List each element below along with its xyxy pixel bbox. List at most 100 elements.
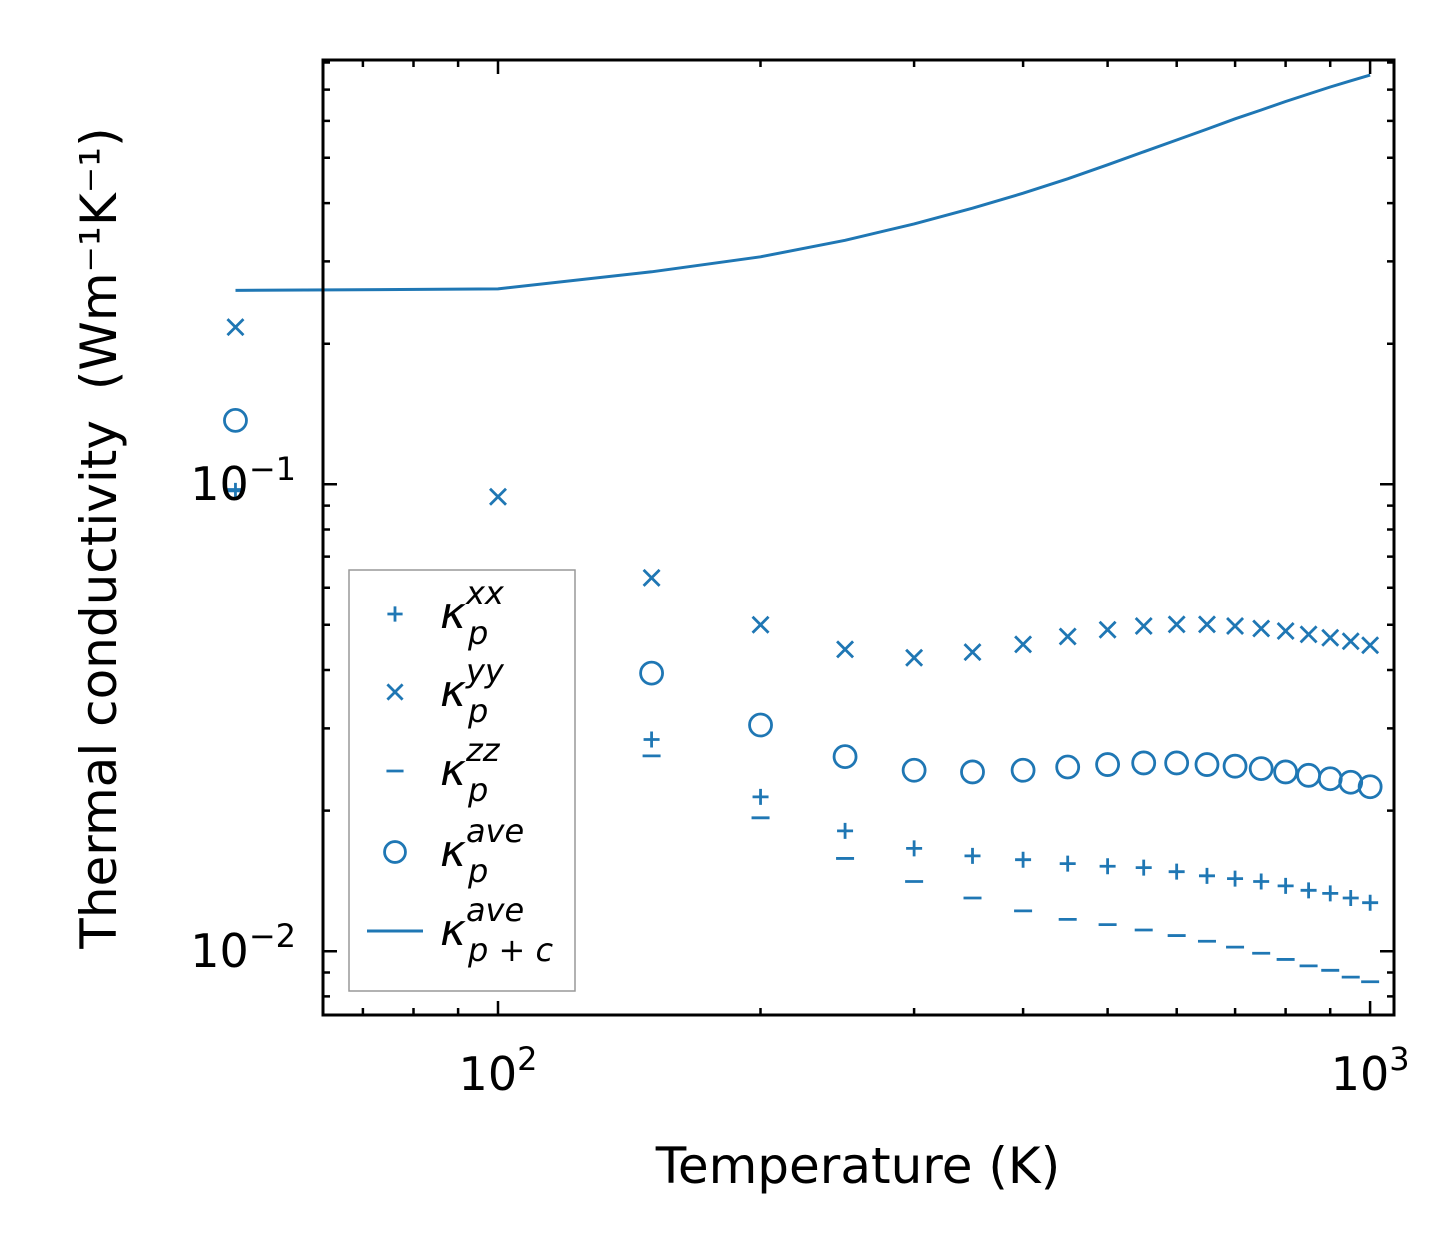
legend-label-subscript: p + c bbox=[467, 931, 553, 969]
legend-label: κxx p bbox=[440, 574, 505, 652]
series-2-point bbox=[905, 648, 924, 667]
series-1-point bbox=[1342, 889, 1359, 906]
legend-label: κzz p bbox=[440, 731, 501, 809]
series-4-point bbox=[1248, 756, 1274, 782]
series-2-point bbox=[751, 615, 770, 634]
legend-label: κyy p bbox=[440, 652, 505, 730]
x-tick-exponent: 3 bbox=[1389, 1040, 1409, 1078]
series-1-point bbox=[906, 840, 923, 857]
y-tick-base: 10 bbox=[190, 457, 249, 511]
data-series-layer bbox=[223, 73, 1383, 984]
series-4-point bbox=[960, 759, 985, 785]
series-2-point bbox=[642, 568, 661, 587]
x-tick-base: 10 bbox=[459, 1047, 518, 1101]
series-4-point bbox=[1296, 762, 1321, 788]
series-2-point bbox=[1167, 615, 1186, 634]
series-4-point bbox=[223, 407, 248, 433]
x-axis-title: Temperature (K) bbox=[655, 1137, 1060, 1195]
legend-marker-x bbox=[386, 683, 404, 701]
legend-label-superscript: yy bbox=[465, 652, 505, 690]
series-4-point bbox=[1194, 752, 1220, 777]
series-1-point bbox=[1059, 855, 1076, 872]
legend-label-subscript: p bbox=[467, 771, 488, 809]
series-4-point bbox=[1317, 766, 1343, 792]
legend-box bbox=[348, 569, 576, 992]
series-2-point bbox=[489, 487, 507, 506]
series-2-point bbox=[836, 640, 855, 659]
legend-label-subscript: p bbox=[467, 692, 488, 730]
series-1-point bbox=[1135, 859, 1152, 876]
series-2-point bbox=[1197, 615, 1216, 634]
legend-label-superscript: xx bbox=[465, 574, 505, 612]
series-2-point bbox=[1276, 621, 1295, 640]
x-tick-base: 10 bbox=[1331, 1047, 1390, 1101]
legend-label-subscript: p bbox=[467, 852, 488, 890]
legend-marker-circle bbox=[383, 840, 407, 864]
plot-frame bbox=[321, 58, 1396, 1017]
series-2-point bbox=[1014, 635, 1033, 654]
series-4-point bbox=[1095, 752, 1121, 777]
series-4-point bbox=[1010, 757, 1036, 783]
x-tick-label: 103 bbox=[1331, 1040, 1410, 1101]
series-1-point bbox=[643, 731, 660, 748]
series-1-point bbox=[964, 847, 981, 864]
series-1-point bbox=[1198, 867, 1215, 884]
series-4-point bbox=[1357, 774, 1383, 800]
legend-label-symbol: κ bbox=[440, 745, 466, 796]
series-2-point bbox=[1058, 627, 1077, 646]
series-4-point bbox=[748, 712, 773, 738]
series-2-point bbox=[1226, 617, 1245, 635]
y-axis-title-text: Thermal conductivity bbox=[70, 420, 128, 950]
x-tick-exponent: 2 bbox=[517, 1040, 537, 1078]
series-1-point bbox=[1362, 894, 1379, 911]
series-1-point bbox=[1227, 870, 1244, 887]
series-2-point bbox=[226, 318, 245, 337]
series-4-point bbox=[1273, 759, 1299, 785]
y-tick-base: 10 bbox=[190, 924, 249, 978]
y-axis-title-group: Thermal conductivity (Wm⁻¹K⁻¹) bbox=[70, 127, 128, 949]
series-1-point bbox=[1322, 885, 1339, 902]
series-5-line bbox=[235, 73, 1371, 292]
series-4-point bbox=[1131, 750, 1157, 776]
legend-label: κave p bbox=[440, 812, 524, 890]
y-tick-label: 10−1 bbox=[190, 450, 296, 511]
axis-ticks bbox=[323, 60, 1394, 1015]
legend-label-subscript: p bbox=[467, 614, 488, 652]
legend-label-superscript: ave bbox=[466, 812, 524, 850]
series-2-point bbox=[1299, 625, 1318, 644]
series-1-point bbox=[837, 822, 854, 839]
y-tick-exponent: −2 bbox=[249, 917, 296, 955]
series-4-point bbox=[1222, 753, 1248, 779]
series-1-point bbox=[1300, 882, 1317, 899]
series-2-point bbox=[963, 643, 982, 662]
legend-label-superscript: ave bbox=[466, 891, 524, 929]
series-4-point bbox=[1055, 754, 1081, 780]
series-2-point bbox=[1252, 619, 1271, 638]
series-2-point bbox=[1098, 620, 1117, 639]
series-4-point bbox=[639, 660, 664, 686]
series-2-point bbox=[1321, 628, 1340, 647]
series-1-point bbox=[1277, 877, 1294, 894]
legend-label-symbol: κ bbox=[440, 905, 466, 956]
series-2-point bbox=[1361, 636, 1380, 655]
series-1-point bbox=[1253, 873, 1270, 890]
y-tick-exponent: −1 bbox=[249, 450, 296, 488]
x-tick-label: 102 bbox=[459, 1040, 538, 1101]
series-1-point bbox=[1168, 863, 1185, 880]
y-tick-label: 10−2 bbox=[190, 917, 296, 978]
series-1-point bbox=[1015, 851, 1032, 868]
legend-label-symbol: κ bbox=[440, 588, 466, 639]
series-2-point bbox=[1134, 617, 1153, 635]
series-4-point bbox=[832, 744, 858, 770]
series-4-point bbox=[1338, 769, 1364, 795]
series-1-point bbox=[752, 788, 769, 805]
series-1-point bbox=[1099, 858, 1116, 875]
legend-label-symbol: κ bbox=[440, 666, 466, 717]
legend-marker-plus bbox=[387, 606, 403, 622]
series-4-point bbox=[901, 757, 927, 783]
series-2-point bbox=[1341, 632, 1360, 651]
series-4-point bbox=[1164, 750, 1190, 776]
legend-label-superscript: zz bbox=[465, 731, 501, 769]
